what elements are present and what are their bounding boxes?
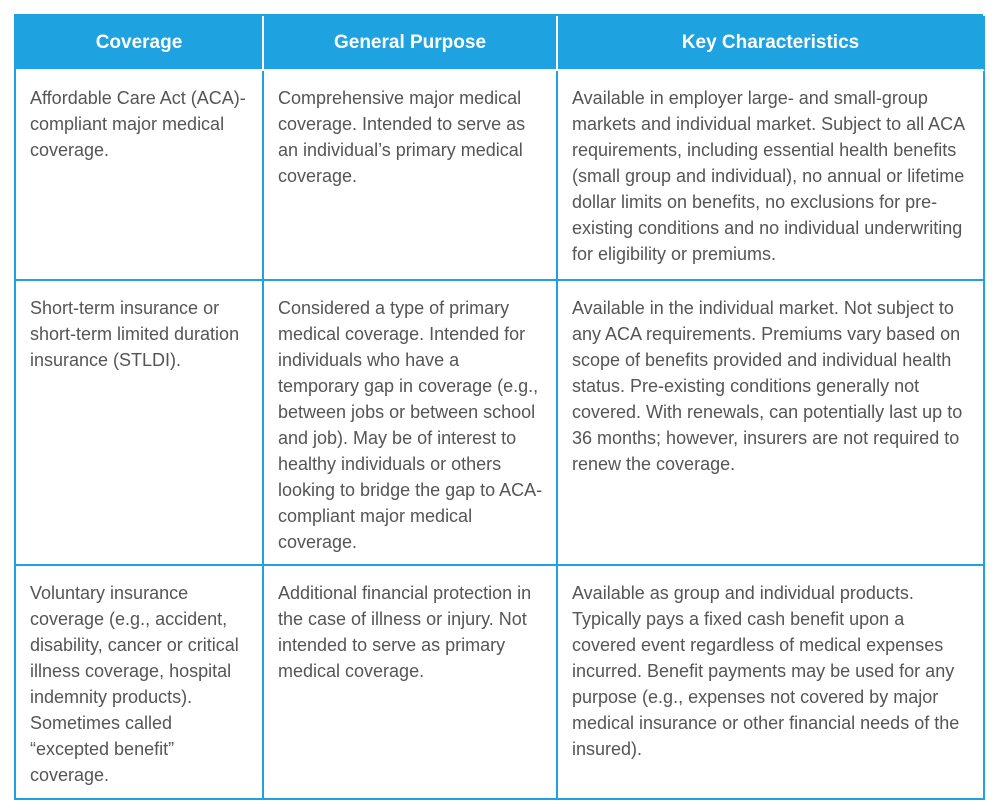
row3-characteristics: Available as group and individual produc… (558, 566, 985, 800)
row1-coverage: Affordable Care Act (ACA)-compliant majo… (16, 71, 264, 281)
row2-coverage: Short-term insurance or short-term limit… (16, 281, 264, 566)
row2-purpose: Considered a type of primary medical cov… (264, 281, 558, 566)
coverage-comparison-table: Coverage General Purpose Key Characteris… (14, 14, 985, 800)
header-coverage: Coverage (16, 16, 264, 71)
header-key-characteristics: Key Characteristics (558, 16, 985, 71)
row1-characteristics: Available in employer large- and small-g… (558, 71, 985, 281)
row3-purpose: Additional financial protection in the c… (264, 566, 558, 800)
row2-characteristics: Available in the individual market. Not … (558, 281, 985, 566)
row1-purpose: Comprehensive major medical coverage. In… (264, 71, 558, 281)
row3-coverage: Voluntary insurance coverage (e.g., acci… (16, 566, 264, 800)
header-general-purpose: General Purpose (264, 16, 558, 71)
